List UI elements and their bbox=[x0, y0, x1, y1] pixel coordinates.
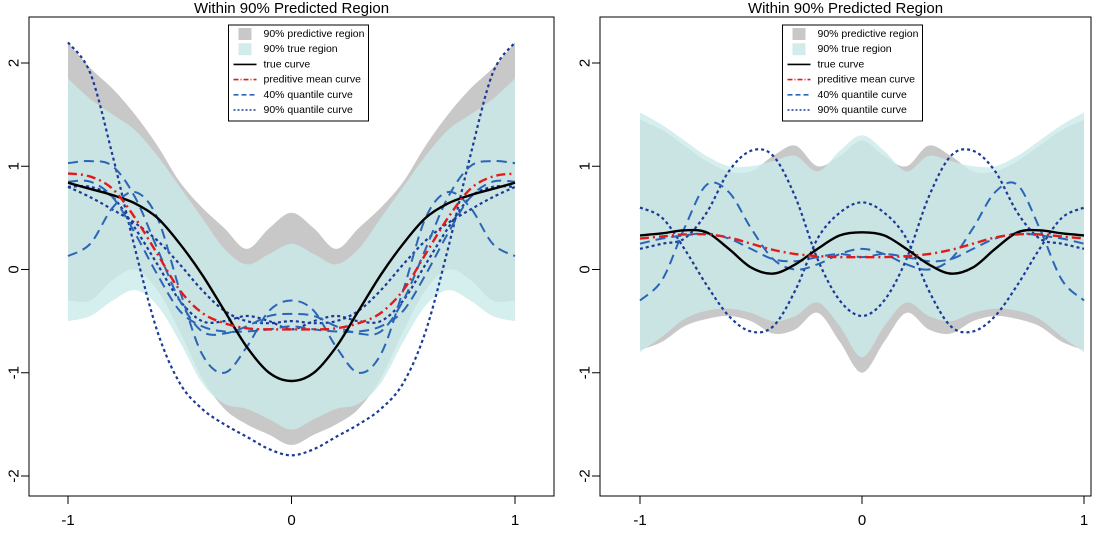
legend-box bbox=[782, 24, 923, 122]
y-tick-label: -2 bbox=[577, 469, 594, 482]
chart-title: Within 90% Predicted Region bbox=[748, 0, 943, 17]
plot-area bbox=[639, 112, 1085, 373]
y-tick-label: -1 bbox=[6, 366, 23, 379]
y-tick-label: 2 bbox=[577, 59, 594, 67]
series-line-40-quantile-curve-3 bbox=[639, 232, 1085, 263]
y-tick-label: 1 bbox=[6, 162, 23, 170]
series-line-40-quantile-curve-3 bbox=[67, 190, 516, 374]
true-region-band bbox=[68, 78, 515, 430]
legend-swatch bbox=[792, 43, 806, 56]
legend-swatch bbox=[238, 28, 252, 40]
x-tick-label: 1 bbox=[511, 512, 519, 529]
x-tick-label: -1 bbox=[633, 512, 646, 529]
series-line-true-curve-0 bbox=[67, 181, 516, 383]
series-line-preditive-mean-curve-1 bbox=[639, 232, 1085, 259]
series-line-40-quantile-curve-2 bbox=[67, 160, 516, 336]
legend-box bbox=[228, 24, 369, 122]
series-line-40-quantile-curve-2 bbox=[639, 181, 1085, 302]
legend-label: 40% quantile curve bbox=[264, 89, 353, 101]
x-tick-label: 1 bbox=[1080, 512, 1088, 529]
y-tick-label: 2 bbox=[6, 59, 23, 67]
legend-label: 90% true region bbox=[818, 43, 892, 55]
plot-area bbox=[67, 41, 516, 457]
legend-label: 90% predictive region bbox=[264, 28, 365, 40]
true-region-band bbox=[640, 112, 1084, 358]
series-line-90-quantile-curve-7 bbox=[67, 185, 516, 331]
chart-panel-2: Within 90% Predicted Region -1 0 1 -2 -1 0 1 2 90… bbox=[577, 0, 1092, 529]
series-line-preditive-mean-curve-1 bbox=[67, 172, 516, 331]
legend-label: true curve bbox=[264, 58, 311, 70]
chart-title: Within 90% Predicted Region bbox=[194, 0, 389, 17]
plot-frame bbox=[599, 16, 1092, 497]
legend-label: 90% quantile curve bbox=[818, 104, 907, 116]
legend-label: 40% quantile curve bbox=[818, 89, 907, 101]
predictive-region-band bbox=[68, 42, 515, 446]
legend-label: preditive mean curve bbox=[264, 74, 362, 86]
series-line-90-quantile-curve-4 bbox=[639, 201, 1085, 334]
y-tick-label: 0 bbox=[577, 265, 594, 273]
x-tick-label: 0 bbox=[287, 512, 295, 529]
y-tick-label: -1 bbox=[577, 366, 594, 379]
series-line-90-quantile-curve-5 bbox=[639, 148, 1085, 318]
legend-swatch bbox=[792, 28, 806, 40]
legend-label: true curve bbox=[818, 58, 865, 70]
y-tick-label: -2 bbox=[6, 469, 23, 482]
legend-label: 90% quantile curve bbox=[264, 104, 353, 116]
chart-panel-1: Within 90% Predicted Region -1 0 1 -2 -1 0 1 2 90… bbox=[6, 0, 555, 529]
legend-swatch bbox=[238, 43, 252, 56]
legend-label: preditive mean curve bbox=[818, 74, 916, 86]
x-tick-label: 0 bbox=[858, 512, 866, 529]
legend-label: 90% true region bbox=[264, 43, 338, 55]
legend: 90% predictive region 90% true region true… bbox=[228, 24, 369, 122]
x-tick-label: -1 bbox=[61, 512, 74, 529]
legend-label: 90% predictive region bbox=[818, 28, 919, 40]
series-line-90-quantile-curve-5 bbox=[67, 41, 516, 457]
legend: 90% predictive region 90% true region true… bbox=[782, 24, 923, 122]
y-tick-label: 0 bbox=[6, 265, 23, 273]
y-tick-label: 1 bbox=[577, 162, 594, 170]
